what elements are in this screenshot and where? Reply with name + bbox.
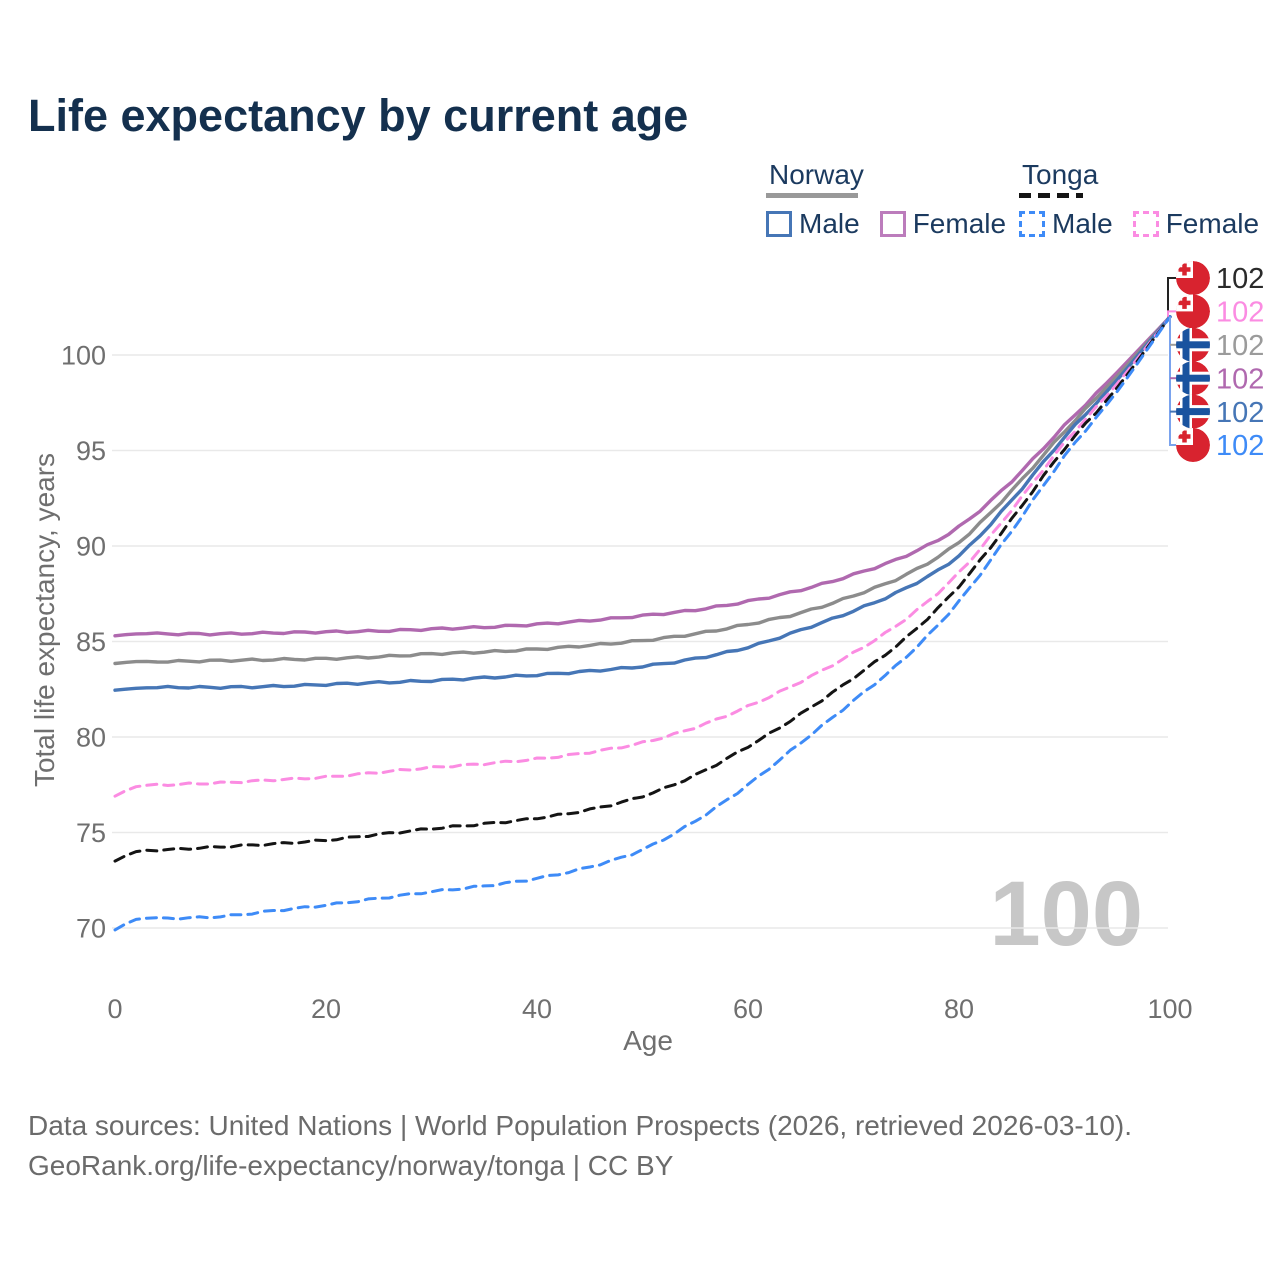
page-title: Life expectancy by current age (28, 90, 689, 141)
leader-tonga-total (1167, 277, 1176, 317)
tonga-female-swatch-icon (1132, 211, 1159, 237)
end-value-tonga-male: 102 (1216, 430, 1264, 462)
x-tick-60: 60 (733, 994, 763, 1024)
legend-item-label: Male (1052, 208, 1113, 239)
norway-flag-icon (1176, 394, 1210, 429)
y-axis-title: Total life expectancy, years (29, 452, 60, 788)
y-tick-95: 95 (76, 436, 106, 466)
y-tick-80: 80 (76, 722, 106, 752)
end-value-norway-male: 102 (1216, 397, 1264, 429)
legend-items-tonga: Male Female (1019, 208, 1269, 240)
end-label-norway-male[interactable]: 102 (1176, 394, 1264, 429)
legend-group-norway: Norway Male Female (766, 160, 1016, 240)
legend-country-tonga-label: Tonga (1022, 159, 1099, 190)
legend-items-norway: Male Female (766, 208, 1016, 240)
legend-country-norway-label: Norway (769, 159, 864, 190)
footer-data-sources: Data sources: United Nations | World Pop… (28, 1110, 1133, 1141)
y-tick-75: 75 (76, 818, 106, 848)
x-tick-40: 40 (522, 994, 552, 1024)
y-tick-85: 85 (76, 627, 106, 657)
leader-tonga-female (1167, 310, 1176, 317)
leader-tonga-male (1169, 316, 1176, 446)
end-value-norway-female: 102 (1216, 363, 1264, 395)
series-line-tonga-male[interactable] (113, 315, 1172, 932)
series-line-norway-total[interactable] (113, 315, 1172, 666)
y-tick-100: 100 (61, 340, 106, 370)
norway-male-swatch-icon (766, 211, 792, 237)
series-line-tonga-total[interactable] (113, 315, 1172, 863)
x-tick-100: 100 (1147, 994, 1192, 1024)
tonga-male-swatch-icon (1019, 211, 1045, 237)
x-axis-title: Age (623, 1025, 673, 1056)
x-tick-80: 80 (944, 994, 974, 1024)
tonga-flag-icon (1176, 428, 1210, 462)
y-tick-90: 90 (76, 531, 106, 561)
end-label-leaders (1167, 277, 1176, 446)
axis-ticks: 70 75 80 85 90 95 100 0 20 40 60 80 100 (61, 340, 1193, 1024)
legend-item-label: Female (912, 208, 1007, 239)
series-line-norway-male[interactable] (113, 315, 1172, 692)
norway-flag-icon (1176, 361, 1210, 396)
end-value-norway-total: 102 (1216, 330, 1264, 362)
tonga-flag-icon (1176, 294, 1210, 329)
legend-country-tonga[interactable]: Tonga (1019, 160, 1269, 198)
end-label-tonga-male[interactable]: 102 (1176, 428, 1264, 462)
legend-country-norway[interactable]: Norway (766, 160, 1016, 198)
legend-item-label: Female (1165, 208, 1260, 239)
legend-norway-line-swatch (766, 193, 858, 198)
series-lines (113, 315, 1172, 932)
end-label-norway-total[interactable]: 102 (1176, 327, 1264, 362)
end-label-tonga-female[interactable]: 102 (1176, 294, 1264, 329)
footer-attribution[interactable]: GeoRank.org/life-expectancy/norway/tonga… (28, 1150, 674, 1181)
norway-flag-icon (1176, 327, 1210, 362)
end-label-norway-female[interactable]: 102 (1176, 361, 1264, 395)
series-line-tonga-female[interactable] (113, 315, 1172, 798)
legend-item-label: Male (799, 208, 860, 239)
legend-item-tonga-male[interactable]: Male (1019, 208, 1113, 240)
age-watermark: 100 (989, 863, 1144, 965)
footer: Data sources: United Nations | World Pop… (28, 1106, 1132, 1186)
x-tick-0: 0 (107, 994, 122, 1024)
legend-tonga-line-swatch (1019, 193, 1083, 198)
x-tick-20: 20 (311, 994, 341, 1024)
series-line-norway-female[interactable] (113, 315, 1172, 638)
end-label-tonga-total[interactable]: 102 (1176, 261, 1264, 295)
end-value-tonga-female: 102 (1216, 297, 1264, 329)
y-tick-70: 70 (76, 913, 106, 943)
legend-group-tonga: Tonga Male Female (1019, 160, 1269, 240)
end-value-tonga-total: 102 (1216, 263, 1264, 295)
legend-item-norway-female[interactable]: Female (879, 208, 1007, 240)
norway-female-swatch-icon (879, 211, 906, 237)
legend-item-norway-male[interactable]: Male (766, 208, 860, 240)
legend-item-tonga-female[interactable]: Female (1132, 208, 1260, 240)
tonga-flag-icon (1176, 261, 1210, 295)
